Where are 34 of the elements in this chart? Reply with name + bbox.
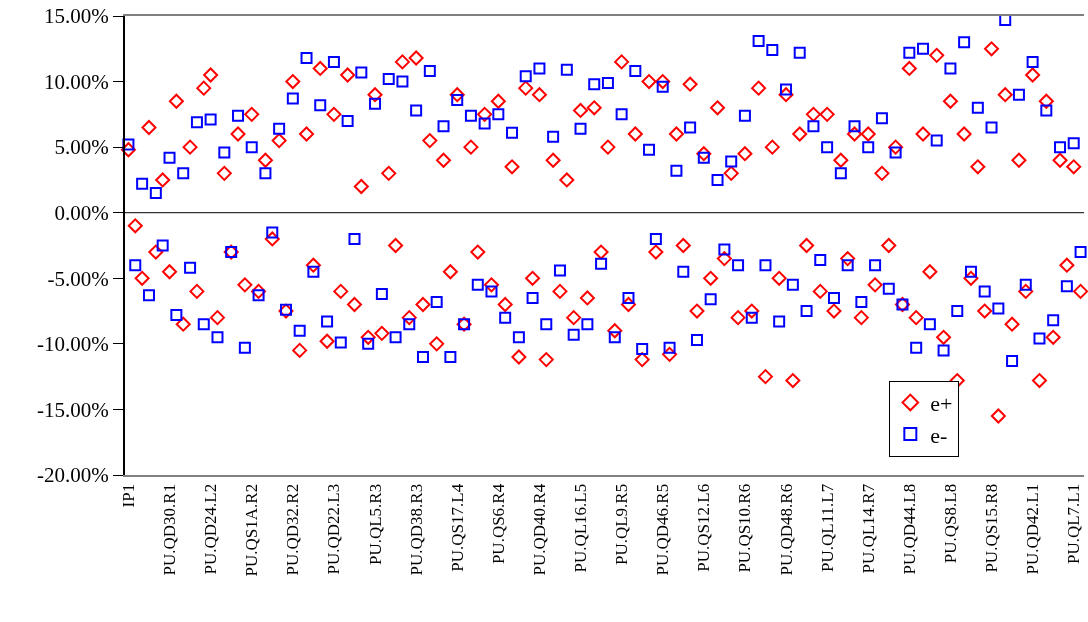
legend-label: e+	[930, 391, 953, 417]
x-tick-label: PU.QS17.L4	[447, 483, 467, 572]
x-tick-label: PU.QS6.R4	[488, 483, 508, 565]
x-tick-label: IP1	[118, 483, 138, 508]
legend-label: e-	[930, 422, 948, 448]
x-tick-label: PU.QD38.R3	[406, 483, 426, 576]
x-tick-label: PU.QD40.R4	[529, 483, 549, 576]
x-tick-label: PU.QS12.L6	[694, 483, 714, 572]
x-tick-label: PU.QD24.L2	[201, 483, 221, 575]
y-tick-label: 5.00%	[54, 135, 109, 160]
y-tick-label: -10.00%	[37, 332, 109, 357]
x-tick-label: PU.QS8.L8	[940, 483, 960, 564]
x-tick-label: PU.QS10.R6	[735, 483, 755, 573]
x-tick-label: PU.QS15.R8	[982, 483, 1002, 573]
x-tick-label: PU.QL9.R5	[612, 483, 632, 566]
x-tick-label: PU.QD48.R6	[776, 483, 796, 576]
y-tick-label: 0.00%	[54, 201, 109, 226]
x-tick-label: PU.QD42.L1	[1023, 483, 1043, 575]
x-tick-label: PU.QD44.L8	[899, 483, 919, 575]
x-tick-label: PU.QL5.R3	[365, 483, 385, 566]
x-tick-label: PU.QD30.R1	[160, 483, 180, 576]
x-tick-label: PU.QD22.L3	[324, 483, 344, 575]
x-tick-label: PU.QL16.L5	[571, 483, 591, 573]
x-tick-label: PU.QD32.R2	[283, 483, 303, 576]
y-tick-label: -15.00%	[37, 397, 109, 422]
x-tick-label: PU.QS1A.R2	[242, 483, 262, 577]
x-tick-label: PU.QL14.R7	[858, 483, 878, 574]
y-tick-label: -20.00%	[37, 463, 109, 488]
x-tick-label: PU.QD46.R5	[653, 483, 673, 576]
x-tick-label: PU.QL11.L7	[817, 483, 837, 572]
x-tick-label: PU.QL7.L1	[1064, 483, 1084, 565]
y-tick-label: -5.00%	[47, 266, 109, 291]
y-tick-label: 15.00%	[44, 4, 109, 29]
y-tick-label: 10.00%	[44, 69, 109, 94]
